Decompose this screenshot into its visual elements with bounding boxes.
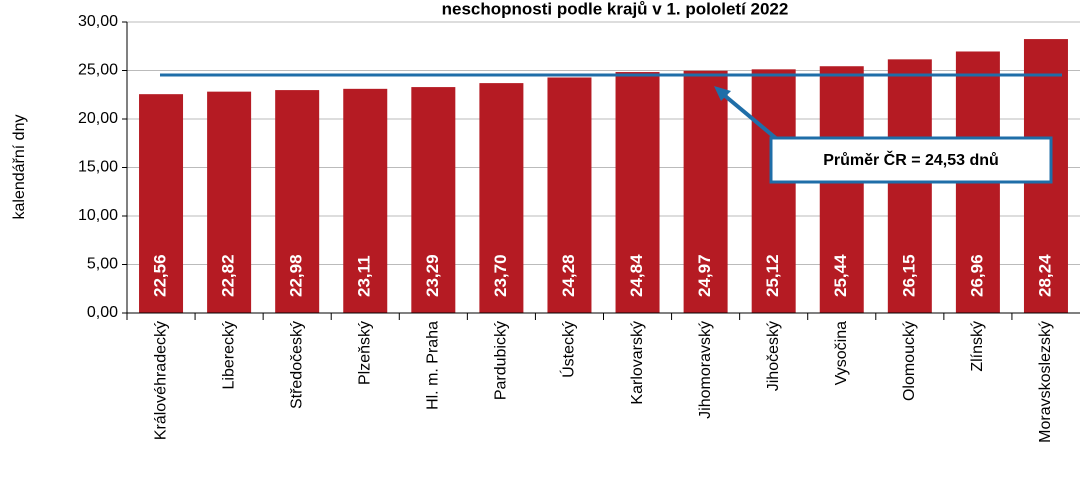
annotation: Průměr ČR = 24,53 dnů xyxy=(823,150,999,169)
bar xyxy=(683,70,728,313)
y-tick-label: 0,00 xyxy=(87,304,118,321)
bar xyxy=(547,77,592,313)
y-tick-label: 10,00 xyxy=(78,207,118,224)
y-tick-label: 15,00 xyxy=(78,159,118,176)
value-label: 25,44 xyxy=(831,254,850,297)
x-tick-label: Středočeský xyxy=(288,321,305,409)
value-label: 24,84 xyxy=(627,254,646,297)
value-label: 25,12 xyxy=(763,254,782,297)
x-tick-label: Jihomoravský xyxy=(697,321,714,419)
callout-arrowhead xyxy=(714,86,731,101)
bar xyxy=(275,90,320,314)
y-tick-label: 20,00 xyxy=(78,110,118,127)
callout-box xyxy=(769,136,1053,184)
value-label: 23,70 xyxy=(491,254,510,297)
bar xyxy=(411,87,456,313)
x-tick-label: Plzeňský xyxy=(356,321,373,385)
x-tick-label: Jihočeský xyxy=(765,321,782,391)
x-tick-label: Karlovarský xyxy=(629,321,646,405)
value-label: 22,56 xyxy=(151,254,170,297)
bar xyxy=(343,88,388,313)
bar xyxy=(887,59,932,313)
x-tick-label: Královéhradecký xyxy=(152,321,169,440)
y-tick-label: 5,00 xyxy=(87,256,118,273)
x-tick-label: Vysočina xyxy=(833,321,850,385)
bar xyxy=(751,69,796,313)
bar xyxy=(207,91,252,313)
value-label: 22,82 xyxy=(219,254,238,297)
y-tick-label: 25,00 xyxy=(78,62,118,79)
bar xyxy=(479,83,524,313)
value-label: 23,11 xyxy=(355,255,374,297)
bar xyxy=(139,94,184,313)
chart-title: neschopnosti podle krajů v 1. pololetí 2… xyxy=(442,0,789,18)
value-label: 23,29 xyxy=(423,254,442,297)
x-tick-label: Hl. m. Praha xyxy=(425,321,442,410)
y-tick-label: 30,00 xyxy=(78,13,118,30)
bar xyxy=(819,66,864,314)
value-label: 28,24 xyxy=(1035,254,1054,297)
x-tick-label: Ústecký xyxy=(559,321,578,378)
x-tick-label: Zlínský xyxy=(969,321,986,372)
value-label: 26,15 xyxy=(899,254,918,297)
x-tick-label: Moravskoslezský xyxy=(1037,321,1054,443)
value-label: 24,97 xyxy=(695,254,714,297)
value-label: 22,98 xyxy=(287,254,306,297)
value-label: 26,96 xyxy=(967,254,986,297)
x-tick-label: Liberecký xyxy=(220,321,237,389)
x-tick-label: Pardubický xyxy=(493,321,510,400)
y-axis-label: kalendářní dny xyxy=(11,115,28,220)
x-tick-label: Olomoucký xyxy=(901,321,918,401)
value-label: 24,28 xyxy=(559,254,578,297)
bar xyxy=(615,72,660,313)
